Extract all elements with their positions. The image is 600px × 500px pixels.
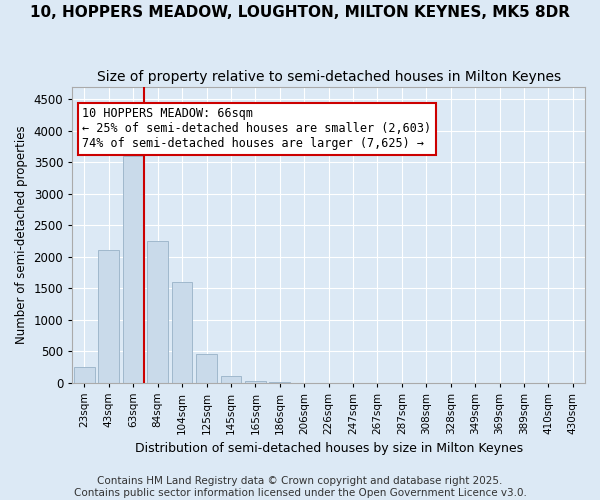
Text: 10 HOPPERS MEADOW: 66sqm
← 25% of semi-detached houses are smaller (2,603)
74% o: 10 HOPPERS MEADOW: 66sqm ← 25% of semi-d… [82,108,431,150]
Bar [98,250,119,382]
Bar [74,367,95,382]
Bar [245,381,266,382]
Title: Size of property relative to semi-detached houses in Milton Keynes: Size of property relative to semi-detach… [97,70,560,84]
Bar [172,282,193,382]
Bar [196,354,217,382]
Text: Contains HM Land Registry data © Crown copyright and database right 2025.
Contai: Contains HM Land Registry data © Crown c… [74,476,526,498]
Bar [147,241,168,382]
X-axis label: Distribution of semi-detached houses by size in Milton Keynes: Distribution of semi-detached houses by … [134,442,523,455]
Bar [123,156,143,382]
Bar [221,376,241,382]
Y-axis label: Number of semi-detached properties: Number of semi-detached properties [15,125,28,344]
Text: 10, HOPPERS MEADOW, LOUGHTON, MILTON KEYNES, MK5 8DR: 10, HOPPERS MEADOW, LOUGHTON, MILTON KEY… [30,5,570,20]
